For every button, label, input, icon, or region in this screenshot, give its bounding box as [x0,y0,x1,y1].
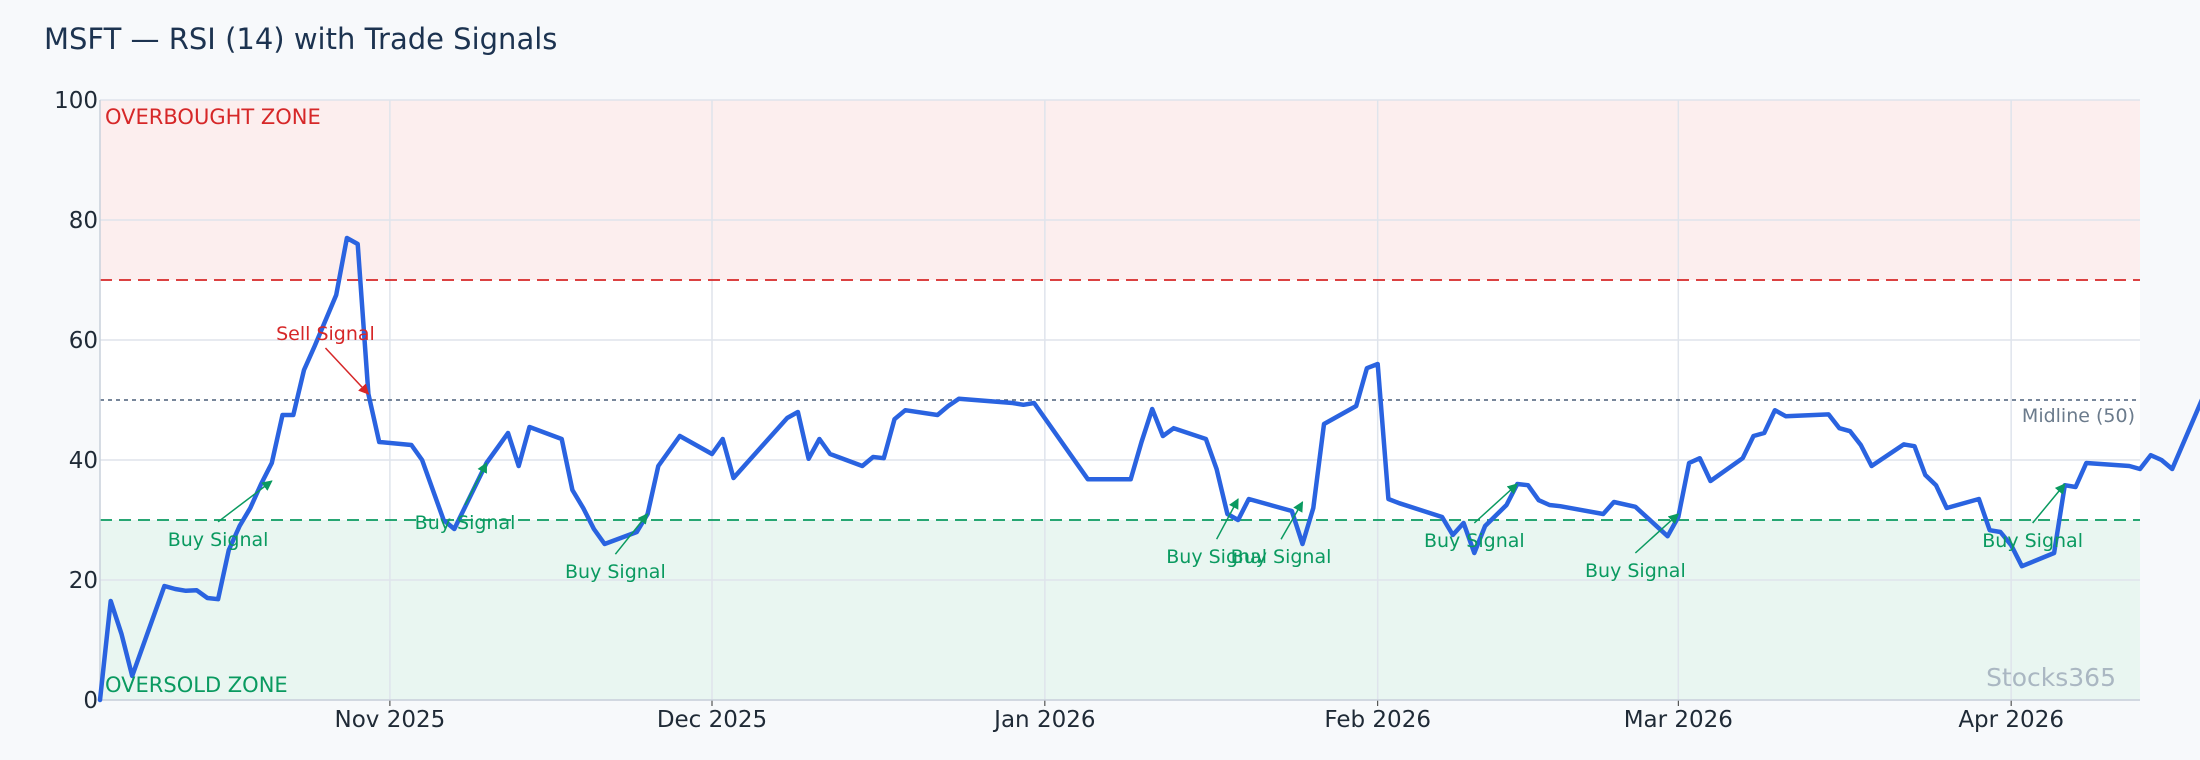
buy-signal-arrow [1634,513,1680,554]
watermark: Stocks365 [1986,663,2116,692]
oversold-zone [100,520,2140,700]
y-tick-label: 40 [69,448,98,474]
buy-signal-label: Buy Signal [1982,530,2083,552]
buy-signal-label: Buy Signal [1231,546,1332,568]
x-tick-label: Feb 2026 [1324,707,1431,733]
y-tick-label: 80 [69,208,98,234]
buy-signal-label: Buy Signal [415,512,516,534]
rsi-line [97,235,2200,703]
buy-signal-arrow [464,462,488,506]
buy-signal-label: Buy Signal [1585,560,1686,582]
buy-signal-label: Buy Signal [1166,546,1267,568]
buy-signal-arrow [614,513,649,555]
x-tick-label: Mar 2026 [1624,707,1733,733]
buy-signal-arrow [1280,501,1304,540]
overbought-zone [100,100,2140,280]
midline-label: Midline (50) [2022,405,2135,427]
buy-signal-label: Buy Signal [168,529,269,551]
overbought-zone-label: OVERBOUGHT ZONE [105,105,321,129]
buy-signal-label: Buy Signal [565,561,666,583]
buy-signal-label: Buy Signal [1424,530,1525,552]
y-tick-label: 100 [54,88,98,114]
buy-signal-arrow [1473,483,1519,524]
x-tick-label: Nov 2025 [335,707,446,733]
sell-signal-label: Sell Signal [276,323,375,345]
oversold-zone-label: OVERSOLD ZONE [105,673,288,697]
buy-signal-arrow [217,480,273,523]
y-tick-label: 20 [69,568,98,594]
x-tick-label: Apr 2026 [1958,707,2064,733]
x-tick-label: Jan 2026 [992,707,1095,733]
y-tick-label: 60 [69,328,98,354]
sell-signal-arrow [324,347,370,395]
chart-title: MSFT — RSI (14) with Trade Signals [44,22,557,56]
buy-signal-arrow [1215,498,1239,540]
y-tick-label: 0 [83,688,98,714]
x-tick-label: Dec 2025 [657,707,767,733]
buy-signal-arrow [2032,483,2066,524]
